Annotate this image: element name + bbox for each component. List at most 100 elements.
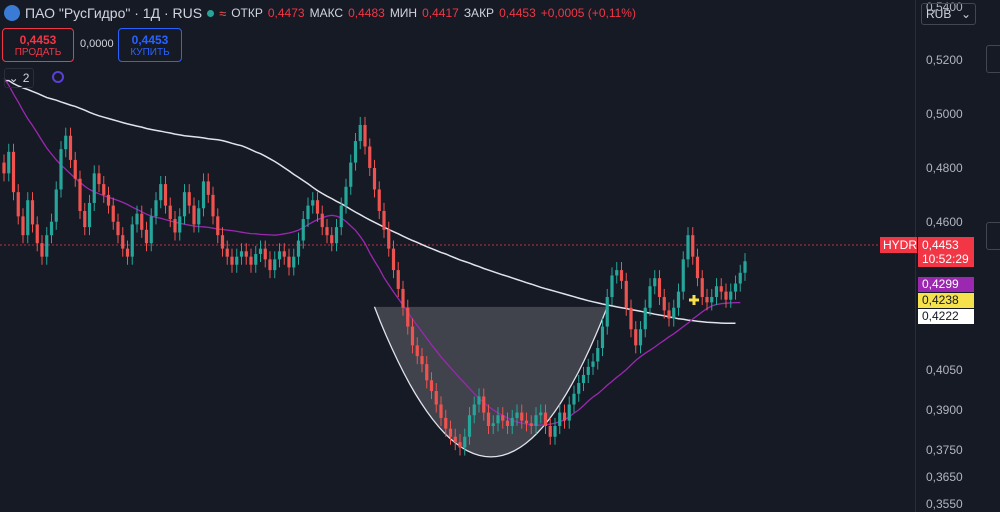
candle-body (458, 442, 462, 448)
candle-body (154, 200, 158, 217)
candle-body (733, 283, 738, 292)
candle-body (562, 412, 567, 421)
candle-body (330, 235, 334, 244)
crosshair-marker-icon (689, 295, 699, 305)
candle-body (358, 124, 362, 142)
candle-body (634, 329, 638, 346)
candle-body (600, 326, 605, 349)
candle-body (59, 149, 63, 190)
candle-body (125, 248, 130, 257)
candle-body (40, 243, 44, 257)
candle-body (410, 326, 415, 346)
currency-value: RUB (926, 7, 952, 21)
candle-body (401, 288, 405, 308)
market-open-icon (207, 9, 215, 17)
candle-body (695, 256, 700, 279)
candle-body (254, 253, 258, 265)
candle-body (372, 167, 377, 190)
candle-body (301, 219, 305, 241)
y-tick-label: 0,3650 (926, 470, 963, 485)
candle-body (572, 393, 576, 405)
candle-body (244, 251, 248, 257)
candle-body (311, 200, 315, 206)
candle-body (7, 151, 11, 174)
candle-body (21, 216, 25, 236)
candle-body (11, 151, 16, 193)
ma-yellow-label: 0,4238 (918, 293, 974, 308)
scroll-mid-button[interactable] (986, 222, 1000, 250)
candle-body (211, 194, 215, 217)
candle-body (534, 415, 538, 426)
ma-slow-label: 0,4222 (918, 309, 974, 324)
company-logo-icon (4, 5, 20, 21)
candle-body (159, 184, 163, 201)
indicators-count: 2 (22, 71, 30, 85)
candle-body (548, 425, 552, 437)
buy-label: КУПИТЬ (130, 46, 170, 58)
candle-body (391, 248, 396, 271)
candle-body (420, 356, 424, 365)
candle-body (377, 189, 381, 211)
candle-body (743, 261, 747, 273)
candle-body (705, 296, 709, 303)
candle-body (144, 229, 149, 244)
candle-body (681, 259, 685, 292)
candle-body (273, 259, 277, 271)
candle-body (182, 192, 187, 217)
candle-body (111, 205, 115, 222)
close-label: ЗАКР (463, 6, 495, 20)
price-chart[interactable] (0, 0, 915, 512)
candle-body (353, 141, 358, 163)
candle-body (415, 345, 419, 357)
candle-body (653, 278, 657, 287)
candle-body (306, 205, 310, 220)
candle-body (216, 216, 220, 236)
candle-body (102, 184, 106, 195)
high-value: 0,4483 (348, 6, 385, 20)
last-price-value: 0,4453 (922, 238, 959, 252)
candle-body (163, 184, 168, 206)
candle-body (206, 181, 210, 195)
candle-body (467, 415, 472, 437)
candle-body (700, 278, 704, 297)
change-value: +0,0005 (+0,11%) (540, 6, 636, 20)
candle-body (596, 348, 600, 362)
candle-body (434, 391, 438, 405)
scroll-top-button[interactable] (986, 45, 1000, 73)
y-tick-label: 0,4800 (926, 160, 963, 175)
symbol-legend: ПАО "РусГидро" · 1Д · RUS ≈ ОТКР 0,4473 М… (4, 4, 636, 22)
candle-body (334, 227, 339, 244)
alert-clock-icon[interactable] (52, 71, 64, 83)
y-tick-label: 0,3550 (926, 496, 963, 511)
buy-button[interactable]: 0,4453 КУПИТЬ (118, 28, 182, 62)
candle-body (135, 213, 139, 225)
candle-body (558, 412, 562, 426)
candle-body (140, 213, 144, 230)
wave-icon: ≈ (219, 5, 227, 21)
candle-body (16, 192, 20, 217)
candle-body (225, 248, 229, 257)
candle-body (529, 423, 533, 426)
candle-body (539, 412, 543, 416)
candle-body (30, 200, 35, 225)
candle-body (486, 412, 491, 426)
candle-body (643, 307, 647, 330)
close-value: 0,4453 (499, 6, 536, 20)
currency-select[interactable]: RUB ⌄ (921, 3, 976, 25)
sell-button[interactable]: 0,4453 ПРОДАТЬ (2, 28, 74, 62)
candle-body (349, 162, 353, 187)
candle-body (472, 404, 476, 416)
candle-body (168, 205, 172, 220)
candle-body (591, 361, 595, 367)
indicators-toggle-button[interactable]: ⌄ 2 (4, 68, 34, 88)
candle-body (629, 307, 633, 330)
candles (2, 116, 747, 456)
chevron-down-icon: ⌄ (960, 7, 971, 21)
candle-body (567, 404, 571, 421)
candle-body (719, 286, 723, 292)
candle-body (515, 412, 519, 418)
candle-body (35, 224, 39, 244)
countdown-value: 10:52:29 (922, 252, 969, 266)
candle-body (505, 420, 510, 426)
candle-body (268, 259, 272, 271)
